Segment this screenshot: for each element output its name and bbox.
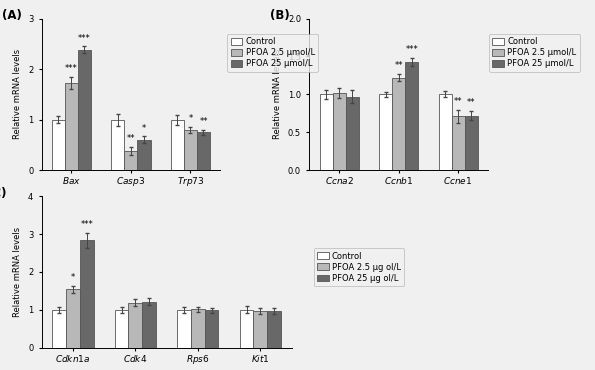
Legend: Control, PFOA 2.5 μmol/L, PFOA 25 μmol/L: Control, PFOA 2.5 μmol/L, PFOA 25 μmol/L: [227, 34, 318, 72]
Text: *: *: [142, 124, 146, 132]
Bar: [465, 115, 478, 170]
Bar: [405, 62, 418, 170]
Legend: Control, PFOA 2.5 μmol/L, PFOA 25 μmol/L: Control, PFOA 2.5 μmol/L, PFOA 25 μmol/L: [489, 34, 580, 72]
Text: **: **: [199, 117, 208, 126]
Text: **: **: [394, 61, 403, 70]
Text: ***: ***: [80, 220, 93, 229]
Bar: [65, 83, 78, 170]
Bar: [240, 310, 253, 348]
Bar: [253, 311, 267, 348]
Text: **: **: [454, 97, 462, 106]
Bar: [379, 94, 392, 170]
Bar: [115, 310, 129, 348]
Bar: [452, 116, 465, 170]
Bar: [124, 151, 137, 170]
Legend: Control, PFOA 2.5 μg ol/L, PFOA 25 μg ol/L: Control, PFOA 2.5 μg ol/L, PFOA 25 μg ol…: [314, 248, 404, 286]
Bar: [80, 240, 93, 348]
Bar: [333, 93, 346, 170]
Text: (A): (A): [2, 9, 22, 23]
Text: ***: ***: [78, 34, 91, 43]
Bar: [205, 310, 218, 348]
Bar: [137, 140, 151, 170]
Bar: [191, 309, 205, 348]
Text: ***: ***: [65, 64, 78, 73]
Text: **: **: [467, 98, 475, 107]
Bar: [177, 310, 191, 348]
Bar: [439, 94, 452, 170]
Text: *: *: [71, 273, 75, 282]
Bar: [197, 132, 210, 170]
Bar: [346, 97, 359, 170]
Bar: [66, 289, 80, 348]
Text: **: **: [127, 134, 135, 143]
Bar: [142, 302, 156, 348]
Y-axis label: Relative mRNA levels: Relative mRNA levels: [13, 227, 23, 317]
Y-axis label: Relative mRNA levels: Relative mRNA levels: [13, 49, 23, 139]
Bar: [78, 50, 91, 170]
Bar: [52, 120, 65, 170]
Y-axis label: Relative mRNA levels: Relative mRNA levels: [273, 49, 283, 139]
Bar: [267, 311, 281, 348]
Text: *: *: [188, 114, 193, 123]
Bar: [171, 120, 184, 170]
Bar: [184, 130, 197, 170]
Bar: [320, 94, 333, 170]
Text: (B): (B): [270, 9, 290, 23]
Bar: [129, 303, 142, 348]
Bar: [392, 78, 405, 170]
Bar: [111, 120, 124, 170]
Text: (C): (C): [0, 187, 6, 200]
Text: ***: ***: [405, 45, 418, 54]
Bar: [52, 310, 66, 348]
